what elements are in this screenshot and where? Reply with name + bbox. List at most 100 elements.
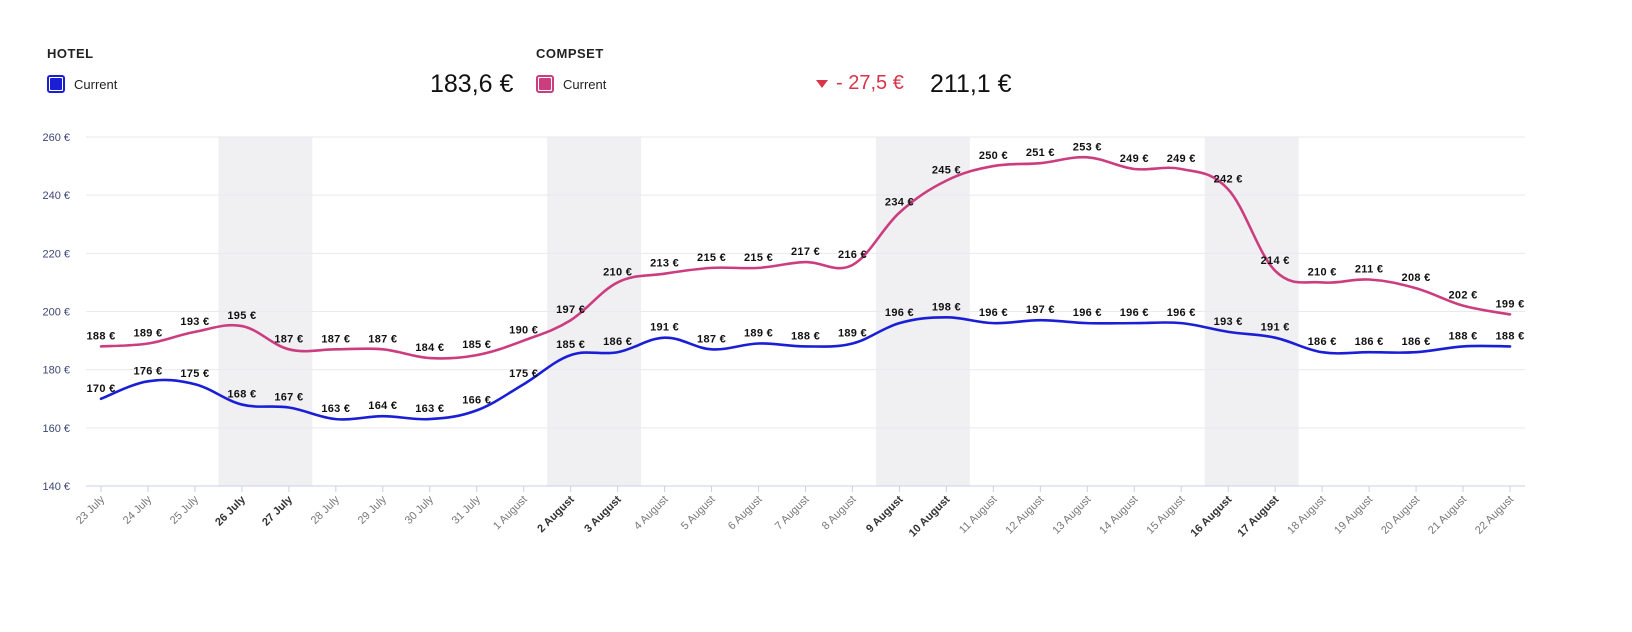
hotel-data-label: 189 €	[838, 327, 867, 339]
x-tick-label: 21 August	[1426, 494, 1469, 537]
x-tick-label: 5 August	[679, 494, 718, 533]
hotel-swatch	[47, 75, 65, 93]
hotel-legend-item[interactable]: Current	[47, 75, 117, 93]
hotel-data-label: 163 €	[415, 403, 444, 415]
hotel-data-label: 176 €	[133, 365, 162, 377]
hotel-data-label: 189 €	[744, 327, 773, 339]
compset-data-label: 195 €	[227, 310, 256, 322]
compset-data-label: 189 €	[133, 327, 162, 339]
hotel-data-label: 197 €	[1026, 304, 1055, 316]
compset-delta-value: - 27,5 €	[836, 72, 904, 94]
x-tick-label: 17 August	[1235, 493, 1281, 539]
hotel-data-label: 186 €	[603, 336, 632, 348]
compset-data-label: 215 €	[744, 252, 773, 264]
x-tick-label: 16 August	[1189, 493, 1235, 539]
y-tick-label: 240 €	[42, 190, 70, 202]
x-tick-label: 28 July	[309, 493, 342, 526]
x-tick-label: 20 August	[1379, 494, 1422, 537]
compset-data-label: 214 €	[1261, 255, 1290, 267]
compset-data-label: 245 €	[932, 165, 961, 177]
x-tick-label: 27 July	[260, 493, 295, 528]
x-tick-label: 10 August	[907, 493, 953, 539]
hotel-data-label: 188 €	[1495, 330, 1524, 342]
compset-data-label: 211 €	[1355, 264, 1383, 276]
hotel-data-label: 186 €	[1355, 336, 1384, 348]
hotel-data-label: 196 €	[979, 307, 1008, 319]
hotel-data-label: 167 €	[274, 391, 303, 403]
hotel-data-label: 168 €	[227, 389, 256, 401]
compset-series-label: Current	[563, 76, 607, 92]
hotel-data-label: 188 €	[791, 330, 820, 342]
compset-data-label: 242 €	[1214, 173, 1243, 185]
hotel-data-label: 198 €	[932, 301, 961, 313]
compset-data-label: 251 €	[1026, 147, 1055, 159]
hotel-data-label: 188 €	[1449, 330, 1478, 342]
compset-data-label: 250 €	[979, 150, 1008, 162]
x-tick-label: 15 August	[1144, 494, 1187, 537]
y-tick-label: 180 €	[42, 365, 70, 377]
compset-data-label: 249 €	[1120, 153, 1149, 165]
hotel-data-label: 196 €	[1167, 307, 1196, 319]
x-tick-label: 11 August	[957, 494, 1000, 537]
x-tick-label: 25 July	[168, 493, 201, 526]
hotel-data-label: 196 €	[1073, 307, 1102, 319]
hotel-data-label: 196 €	[885, 307, 914, 319]
x-tick-label: 23 July	[74, 493, 107, 526]
hotel-data-label: 170 €	[86, 383, 115, 395]
down-triangle-icon	[816, 79, 828, 88]
x-tick-label: 2 August	[535, 493, 577, 535]
x-tick-label: 1 August	[491, 494, 530, 533]
x-tick-label: 3 August	[582, 493, 624, 535]
hotel-data-label: 164 €	[368, 400, 397, 412]
compset-legend-item[interactable]: Current	[536, 75, 606, 93]
x-tick-label: 4 August	[632, 494, 671, 533]
compset-data-label: 253 €	[1073, 141, 1102, 153]
compset-data-label: 208 €	[1402, 272, 1431, 284]
hotel-data-label: 193 €	[1214, 316, 1243, 328]
y-tick-label: 160 €	[42, 423, 70, 435]
compset-legend-title: COMPSET	[536, 46, 604, 61]
compset-swatch	[536, 75, 554, 93]
compset-data-label: 210 €	[1308, 266, 1337, 278]
compset-average: 211,1 €	[930, 70, 1012, 98]
compset-data-label: 187 €	[321, 333, 350, 345]
x-tick-label: 22 August	[1473, 494, 1516, 537]
compset-data-label: 210 €	[603, 266, 632, 278]
hotel-data-label: 185 €	[556, 339, 585, 351]
y-tick-label: 140 €	[42, 481, 70, 493]
compset-data-label: 188 €	[86, 330, 115, 342]
x-tick-label: 8 August	[820, 494, 859, 533]
hotel-data-label: 191 €	[1261, 322, 1290, 334]
x-tick-label: 24 July	[121, 493, 154, 526]
compset-data-label: 185 €	[462, 339, 491, 351]
x-tick-label: 6 August	[726, 494, 765, 533]
hotel-data-label: 166 €	[462, 394, 491, 406]
hotel-average: 183,6 €	[430, 70, 514, 98]
x-tick-label: 14 August	[1097, 494, 1140, 537]
y-tick-label: 260 €	[42, 132, 70, 144]
compset-data-label: 199 €	[1495, 298, 1524, 310]
y-tick-label: 220 €	[42, 248, 70, 260]
hotel-legend-title: HOTEL	[47, 46, 94, 61]
hotel-data-label: 196 €	[1120, 307, 1149, 319]
compset-delta: - 27,5 €	[816, 72, 904, 95]
hotel-data-label: 175 €	[180, 368, 209, 380]
compset-data-label: 193 €	[180, 316, 209, 328]
compset-data-label: 215 €	[697, 252, 726, 264]
compset-data-label: 184 €	[415, 342, 444, 354]
x-tick-label: 9 August	[864, 493, 906, 535]
hotel-data-label: 163 €	[321, 403, 350, 415]
compset-data-label: 213 €	[650, 258, 679, 270]
compset-data-label: 197 €	[556, 304, 585, 316]
x-tick-label: 26 July	[213, 493, 248, 528]
x-tick-label: 19 August	[1332, 494, 1375, 537]
hotel-data-label: 187 €	[697, 333, 726, 345]
compset-data-label: 249 €	[1167, 153, 1196, 165]
hotel-series-label: Current	[74, 76, 118, 92]
hotel-series-line	[99, 316, 1512, 421]
x-tick-label: 18 August	[1285, 494, 1328, 537]
x-tick-label: 31 July	[450, 493, 483, 526]
hotel-data-label: 186 €	[1402, 336, 1431, 348]
compset-series-line	[99, 155, 1512, 360]
compset-data-label: 187 €	[368, 333, 397, 345]
